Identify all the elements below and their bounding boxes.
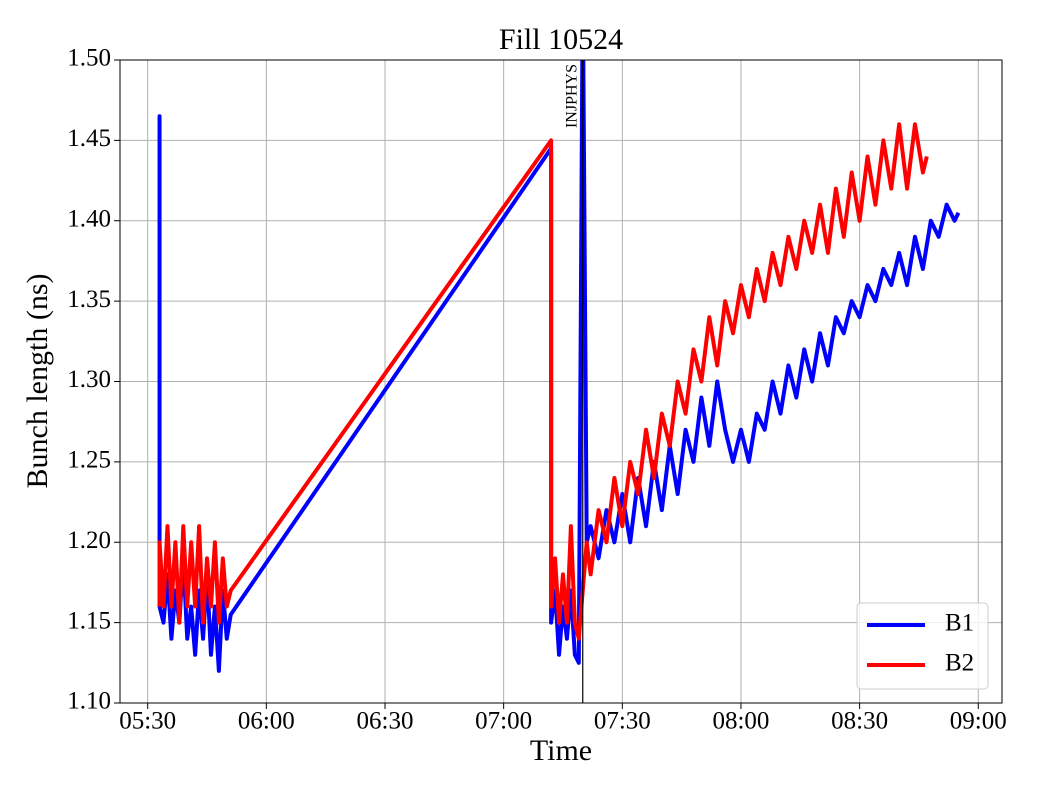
y-axis-label: Bunch length (ns): [21, 274, 54, 489]
x-tick-label: 06:00: [238, 708, 295, 735]
y-tick-label: 1.25: [67, 447, 111, 474]
x-tick-label: 05:30: [119, 708, 176, 735]
y-tick-label: 1.10: [67, 688, 111, 715]
y-tick-label: 1.45: [67, 125, 111, 152]
legend-label: B1: [945, 610, 974, 637]
x-tick-label: 07:30: [594, 708, 651, 735]
annotation-label: INJPHYS: [563, 64, 580, 128]
chart-title: Fill 10524: [499, 23, 623, 56]
y-tick-label: 1.15: [67, 607, 111, 634]
plot-area: [157, 60, 961, 703]
x-tick-label: 08:30: [831, 708, 888, 735]
plot-frame: [119, 59, 1003, 704]
x-tick-label: 09:00: [950, 708, 1007, 735]
y-tick-label: 1.30: [67, 366, 111, 393]
y-tick-label: 1.20: [67, 527, 111, 554]
x-tick-label: 08:00: [712, 708, 769, 735]
y-tick-label: 1.40: [67, 205, 111, 232]
legend-label: B2: [945, 650, 974, 677]
y-tick-label: 1.35: [67, 286, 111, 313]
series-line: [157, 60, 961, 673]
y-tick-label: 1.50: [67, 45, 111, 72]
x-axis-label: Time: [530, 734, 592, 767]
x-tick-label: 07:00: [475, 708, 532, 735]
series-line: [157, 122, 929, 641]
x-tick-label: 06:30: [357, 708, 414, 735]
